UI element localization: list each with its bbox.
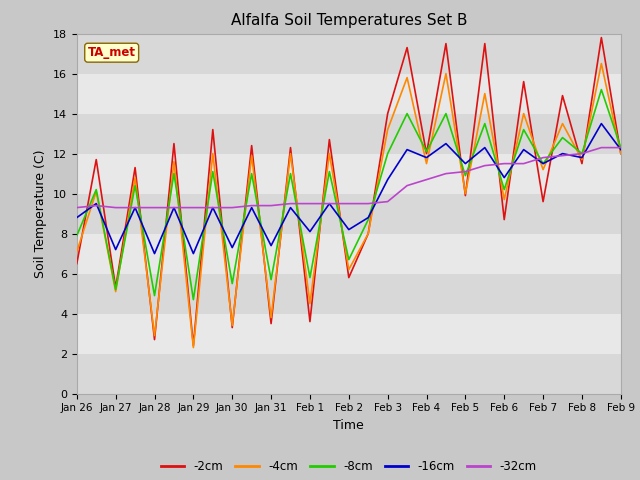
Text: TA_met: TA_met: [88, 46, 136, 59]
Bar: [77, 114, 621, 154]
Y-axis label: Soil Temperature (C): Soil Temperature (C): [35, 149, 47, 278]
Bar: [77, 313, 621, 354]
Bar: [77, 34, 621, 73]
Bar: [77, 154, 621, 193]
Bar: [77, 73, 621, 114]
Title: Alfalfa Soil Temperatures Set B: Alfalfa Soil Temperatures Set B: [230, 13, 467, 28]
Legend: -2cm, -4cm, -8cm, -16cm, -32cm: -2cm, -4cm, -8cm, -16cm, -32cm: [156, 455, 541, 478]
Bar: [77, 234, 621, 274]
Bar: [77, 193, 621, 234]
Bar: [77, 354, 621, 394]
X-axis label: Time: Time: [333, 419, 364, 432]
Bar: [77, 274, 621, 313]
